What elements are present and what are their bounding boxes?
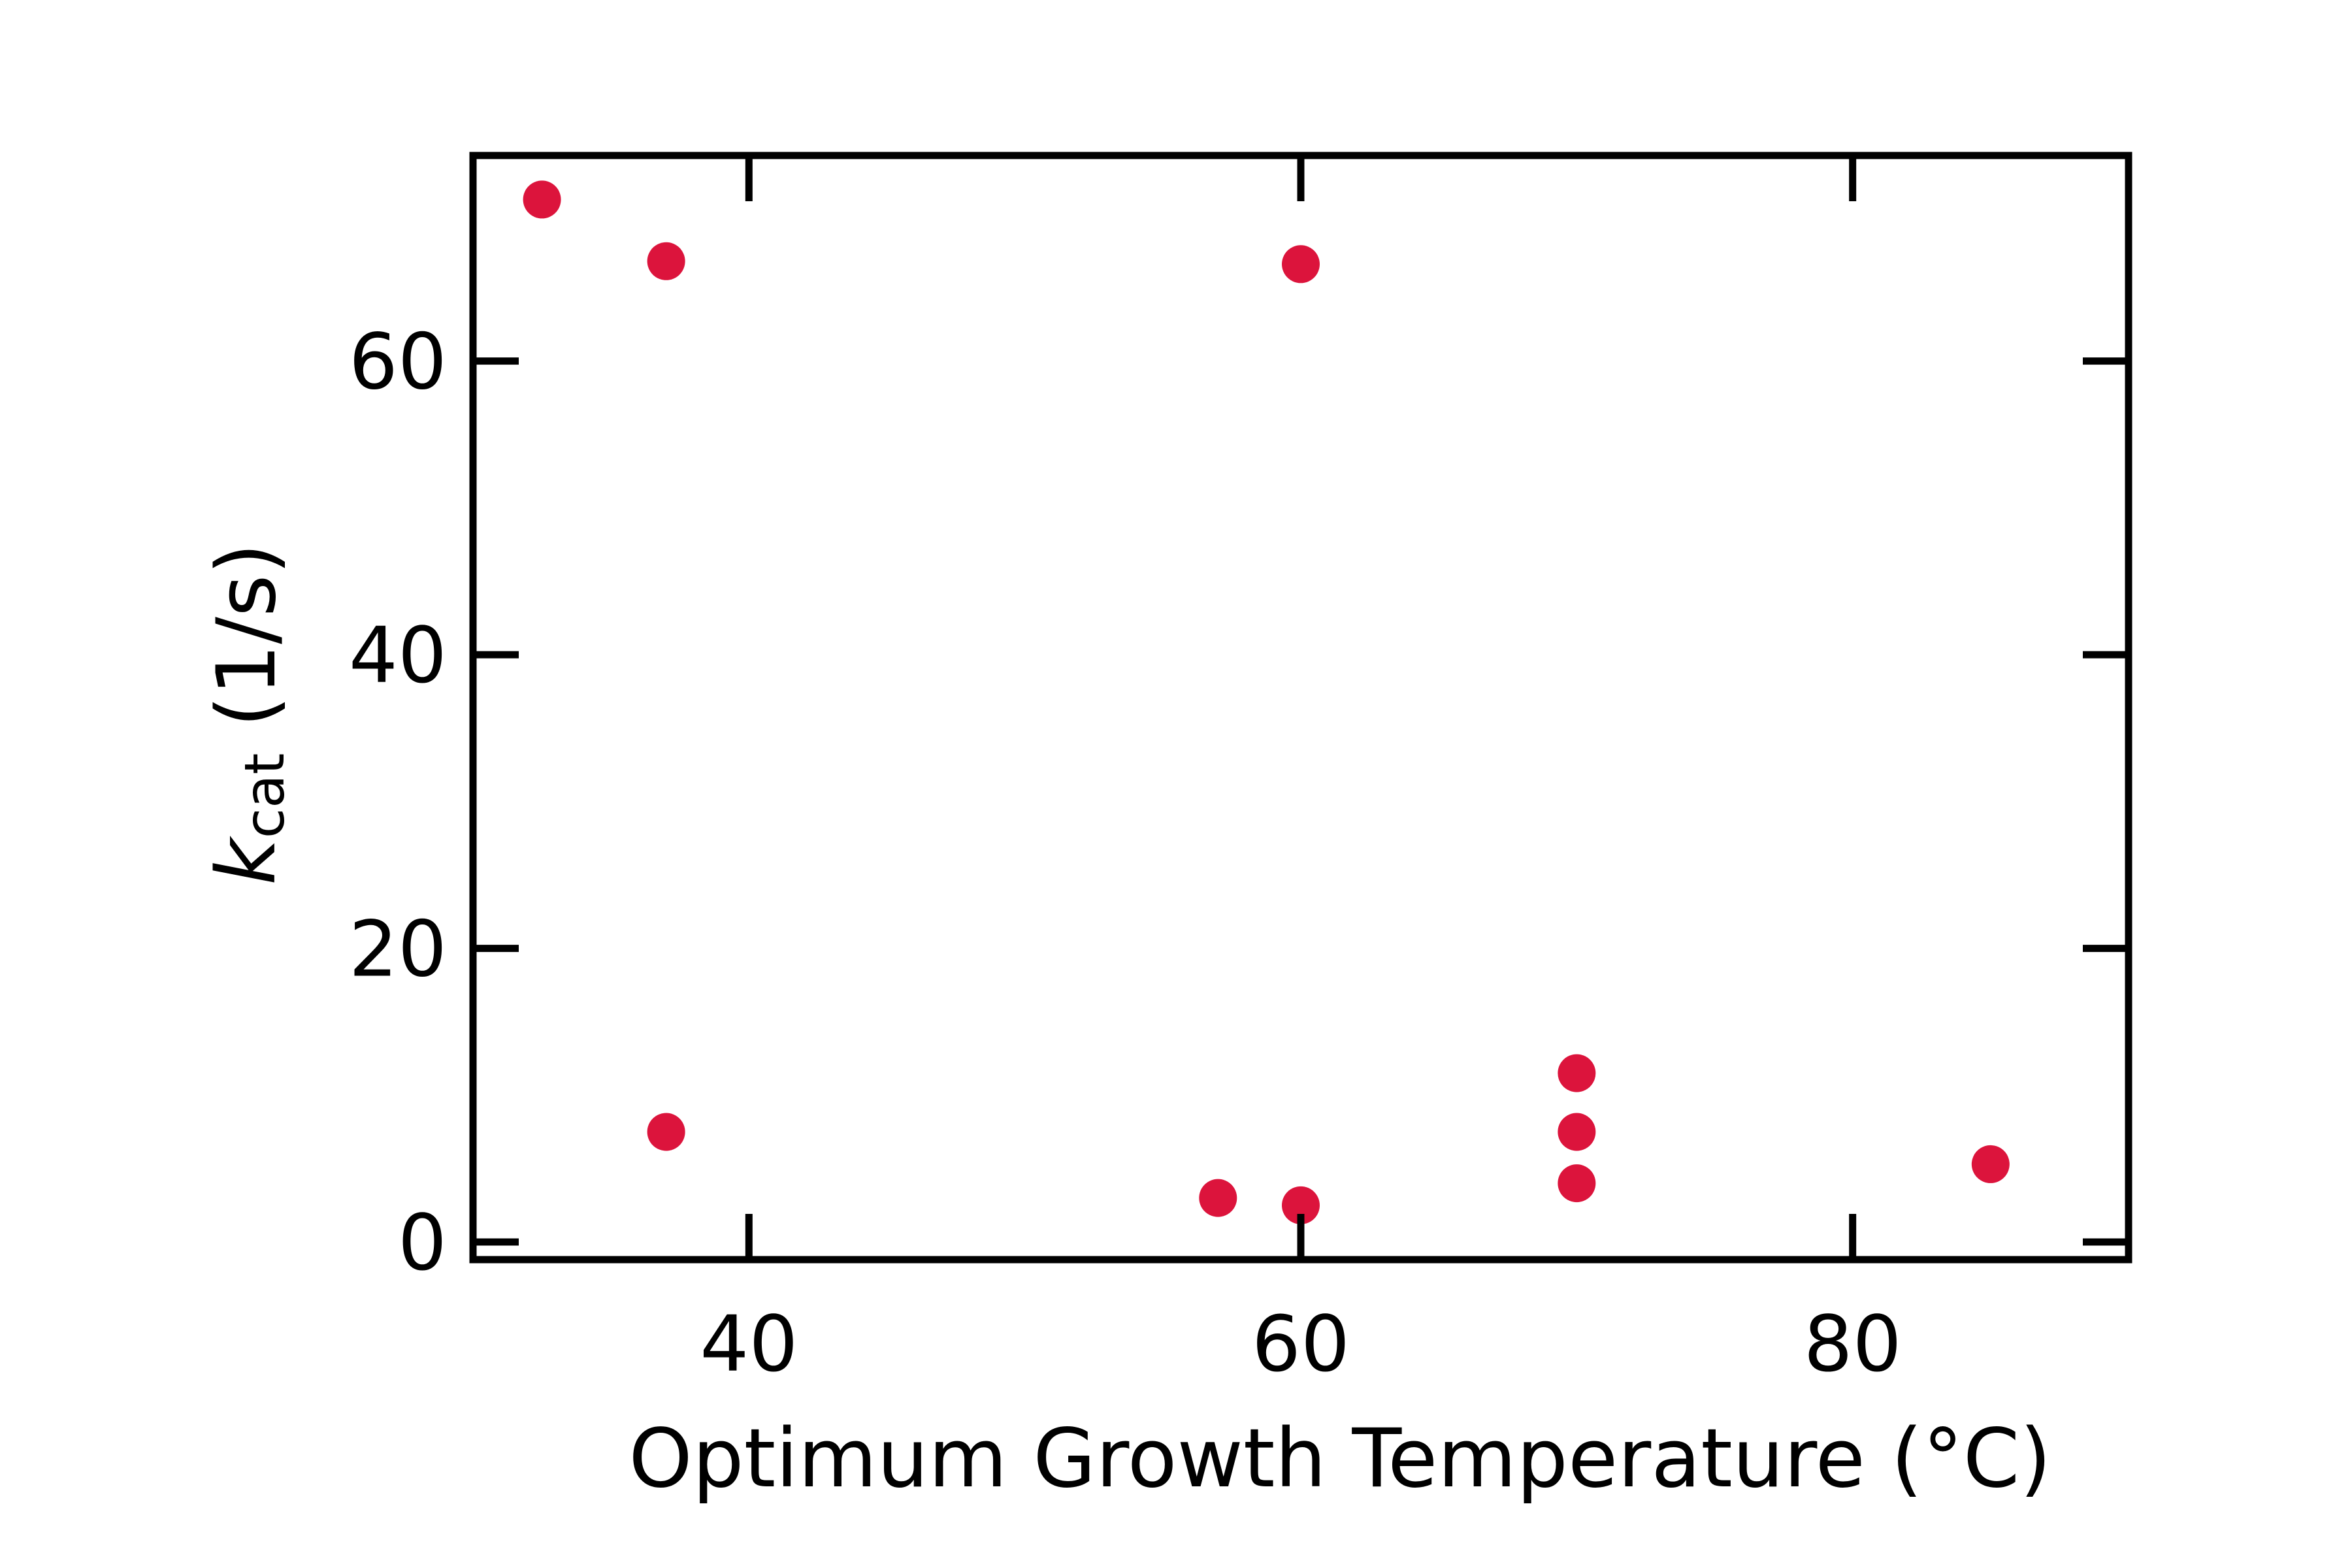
plot-frame [469, 152, 2132, 1264]
data-points [523, 180, 2010, 1224]
data-point-6 [1282, 1186, 1320, 1224]
y-axis-label-symbol: k [200, 836, 294, 885]
y-axis-label-subscript: cat [233, 753, 297, 839]
data-point-4 [1199, 1179, 1237, 1217]
data-point-2 [647, 242, 685, 280]
y-axis-label: kcat (1/s) [200, 543, 297, 885]
x-tick-label-60: 60 [1252, 1299, 1350, 1389]
data-point-3 [647, 1113, 685, 1151]
y-tick-label-20: 20 [349, 904, 447, 994]
y-tick-label-40: 40 [349, 610, 447, 700]
data-point-8 [1558, 1113, 1596, 1151]
x-axis-label: Optimum Growth Temperature (°C) [629, 1412, 2051, 1506]
y-axis-label-unit: (1/s) [200, 543, 294, 753]
axis-ticks: 40 60 80 0 20 40 60 [349, 155, 2129, 1389]
data-point-7 [1558, 1054, 1596, 1092]
data-point-5 [1282, 245, 1320, 284]
data-point-1 [523, 180, 561, 219]
data-point-9 [1558, 1164, 1596, 1203]
y-tick-label-60: 60 [349, 317, 447, 407]
x-tick-label-40: 40 [700, 1299, 798, 1389]
data-point-10 [1971, 1145, 2010, 1183]
y-tick-label-0: 0 [398, 1198, 447, 1288]
x-tick-label-80: 80 [1804, 1299, 1902, 1389]
